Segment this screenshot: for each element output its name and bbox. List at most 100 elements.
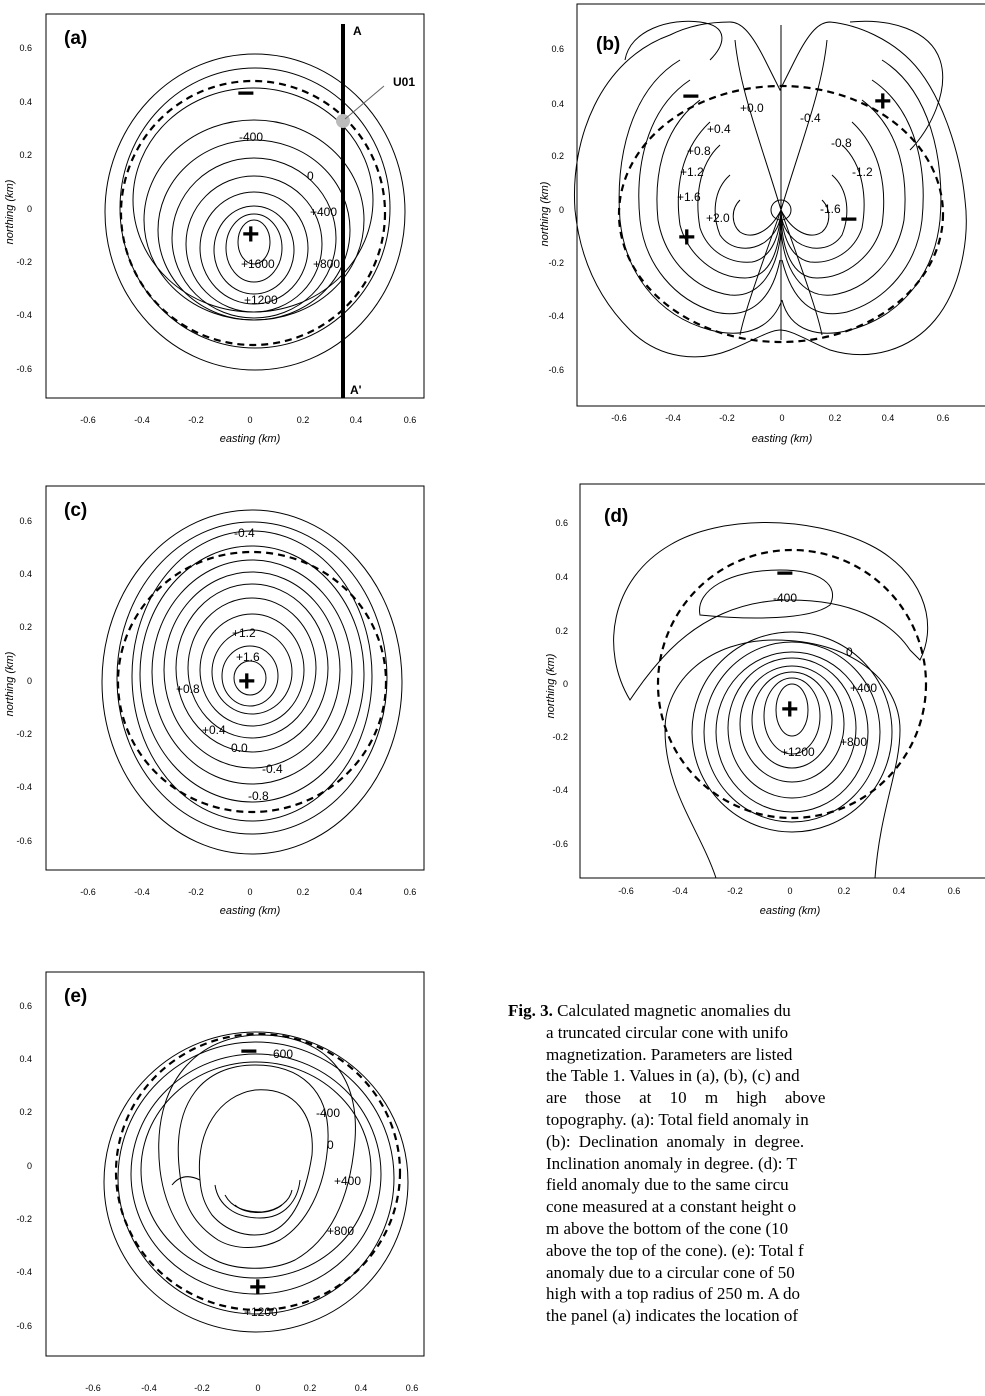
contour-label: +0.0 [740, 101, 764, 115]
contour-line [104, 53, 406, 371]
y-tick-label: 0.6 [19, 516, 32, 526]
contour-line [130, 1053, 382, 1295]
contour-line [691, 631, 893, 833]
y-axis-label: northing (km) [4, 179, 16, 244]
y-tick-label: -0.4 [552, 785, 568, 795]
contour-line [715, 651, 869, 813]
cone-outline [656, 548, 928, 820]
contour-label: -1.6 [820, 202, 841, 216]
contour-line [624, 20, 723, 61]
contour-line [221, 645, 279, 707]
cone-outline [116, 550, 388, 814]
x-axis-label: easting (km) [752, 433, 813, 445]
x-tick-labels: -0.6 -0.4 -0.2 0 0.2 0.4 0.6 [618, 886, 960, 896]
contour-line [175, 583, 329, 753]
contour-line [613, 522, 929, 701]
x-tick-label: 0.2 [829, 413, 842, 423]
plot-frame [579, 483, 985, 879]
y-tick-label: 0.2 [19, 150, 32, 160]
x-tick-labels: -0.6 -0.4 -0.2 0 0.2 0.4 0.6 [80, 887, 416, 897]
panel-a-plot-area: (a) A A' U01 − + -400 0 +400 +800 +1200 … [4, 13, 425, 445]
contour-line [171, 1176, 201, 1186]
contour-line [158, 1034, 356, 1269]
x-tick-label: 0.6 [937, 413, 950, 423]
contour-line [199, 191, 309, 305]
y-tick-label: -0.4 [16, 310, 32, 320]
x-tick-label: -0.4 [134, 415, 150, 425]
station-leader [344, 85, 385, 120]
caption-line: cone measured at a constant height o [546, 1197, 797, 1217]
contour-line [163, 571, 341, 769]
contour-line [780, 144, 865, 263]
x-tick-label: 0.6 [404, 887, 417, 897]
cone-outline [119, 79, 387, 347]
contour-labels: -400 0 +400 +800 +1200 [773, 591, 877, 759]
x-tick-label: -0.2 [719, 413, 735, 423]
contour-lines [573, 20, 967, 358]
y-tick-label: 0.6 [19, 1001, 32, 1011]
contour-line [103, 1031, 409, 1333]
contour-line [780, 209, 823, 336]
caption-line: m above the bottom of the cone (10 [546, 1218, 789, 1238]
figure-caption: Fig. 3. Calculated magnetic anomalies du… [508, 1000, 984, 1327]
contour-label: +400 [310, 205, 337, 219]
contour-line [638, 79, 781, 315]
contour-label: 0 [327, 1138, 334, 1152]
panel-a: (a) A A' U01 − + -400 0 +400 +800 +1200 … [4, 13, 425, 445]
contour-line [703, 641, 881, 823]
contour-line [213, 205, 295, 295]
contour-label: +1.6 [236, 650, 260, 664]
y-tick-label: 0.6 [551, 44, 564, 54]
contour-line [739, 209, 782, 336]
x-tick-label: -0.6 [618, 886, 634, 896]
x-tick-label: 0.4 [355, 1383, 368, 1393]
cone-outline [114, 1032, 402, 1312]
contour-label: -0.8 [831, 136, 852, 150]
caption-line: high with a top radius of 250 m. A do [546, 1284, 801, 1304]
x-tick-labels: -0.6 -0.4 -0.2 0 0.2 0.4 0.6 [611, 413, 949, 423]
contour-label: +0.8 [176, 682, 200, 696]
panel-c-plot-area: (c) + -0.4 +1.2 +1.6 +0.8 +0.4 0.0 -0.4 … [4, 485, 425, 917]
y-tick-label: 0 [559, 205, 564, 215]
plot-frame [45, 971, 425, 1357]
y-tick-labels: 0.6 0.4 0.2 0 -0.2 -0.4 -0.6 [552, 518, 568, 849]
y-tick-label: 0.6 [555, 518, 568, 528]
minus-sign: − [840, 203, 858, 236]
x-tick-label: -0.4 [672, 886, 688, 896]
y-tick-label: -0.2 [16, 729, 32, 739]
y-tick-label: -0.6 [552, 839, 568, 849]
x-axis-label: easting (km) [220, 905, 281, 917]
contour-labels: -600 -400 0 +400 +800 +1200 [244, 1047, 361, 1319]
station-label: U01 [393, 75, 415, 89]
y-tick-label: 0.2 [555, 626, 568, 636]
x-axis-label: easting (km) [220, 433, 281, 445]
caption-line: field anomaly due to the same circu [546, 1175, 789, 1195]
profile-label-top: A [353, 24, 362, 38]
profile-label-bottom: A' [350, 383, 362, 397]
y-tick-label: 0.4 [555, 572, 568, 582]
caption-line: topography. (a): Total field anomaly in [546, 1109, 809, 1129]
contour-line [699, 569, 833, 619]
panel-b: (b) − − + + +0.0 -0.4 +0.4 -0.8 +0.8 -1.… [539, 3, 985, 445]
contour-label: 0 [307, 169, 314, 183]
figure-number: Fig. 3. [508, 1001, 553, 1020]
contour-label: +1.2 [680, 165, 704, 179]
contour-label: +0.4 [707, 122, 731, 136]
contour-line [780, 199, 830, 236]
contour-line [780, 121, 885, 279]
plus-sign: + [249, 1271, 267, 1304]
contour-line [224, 1189, 293, 1213]
x-tick-label: -0.2 [188, 415, 204, 425]
contour-line [664, 639, 901, 879]
panel-c: (c) + -0.4 +1.2 +1.6 +0.8 +0.4 0.0 -0.4 … [4, 485, 425, 917]
contour-label: +800 [327, 1224, 354, 1238]
contour-line [849, 20, 944, 151]
y-tick-label: 0.4 [19, 97, 32, 107]
caption-line: Inclination anomaly in degree. (d): T [546, 1153, 797, 1173]
y-tick-label: -0.2 [548, 258, 564, 268]
contour-line [116, 521, 388, 835]
contour-label: -600 [269, 1047, 293, 1061]
x-tick-label: -0.2 [188, 887, 204, 897]
caption-line: Fig. 3. Calculated magnetic anomalies du [508, 1001, 791, 1020]
y-tick-label: -0.6 [16, 1321, 32, 1331]
